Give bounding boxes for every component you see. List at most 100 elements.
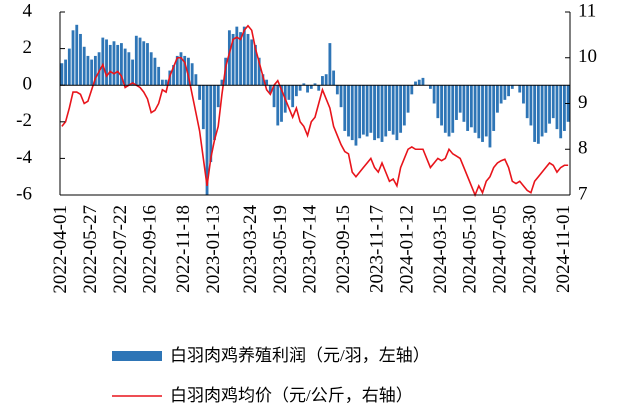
bar: [101, 37, 105, 86]
bar: [157, 66, 161, 86]
bar: [142, 41, 146, 86]
bar: [291, 85, 295, 108]
bar: [194, 74, 198, 86]
bar: [317, 85, 321, 91]
legend-swatch: [112, 351, 162, 361]
bar: [86, 55, 90, 86]
bar: [79, 33, 82, 86]
bar: [298, 85, 302, 91]
bar: [533, 85, 537, 142]
x-tick-label: 2024-11-01: [553, 205, 574, 293]
bar: [254, 44, 257, 86]
bar: [414, 81, 417, 86]
bar: [417, 79, 421, 86]
bar: [451, 85, 455, 133]
bar: [473, 85, 477, 133]
bar: [302, 83, 306, 86]
bar: [120, 43, 123, 86]
x-tick-label: 2022-04-01: [50, 205, 71, 294]
bar: [272, 85, 276, 108]
y2-tick-label: 11: [578, 0, 596, 21]
bar: [548, 85, 551, 124]
bar: [127, 52, 131, 86]
bar: [276, 85, 280, 126]
bar: [436, 85, 440, 119]
bar: [246, 33, 250, 86]
bar: [146, 43, 149, 86]
bar: [309, 85, 313, 89]
bar: [559, 85, 563, 139]
bar: [495, 85, 499, 113]
x-tick-label: 2023-03-24: [240, 205, 261, 294]
bar: [477, 85, 481, 139]
bar: [71, 30, 75, 86]
bar: [242, 26, 246, 86]
y-tick-label: 4: [23, 0, 33, 21]
bar: [82, 46, 86, 86]
x-tick-label: 2022-05-27: [80, 205, 101, 294]
bar: [216, 85, 220, 108]
bar: [250, 39, 254, 86]
bar: [123, 48, 127, 86]
x-tick-label: 2023-01-13: [203, 205, 224, 294]
bar: [410, 85, 414, 95]
bar: [525, 85, 529, 119]
x-tick-label: 2023-07-14: [300, 205, 321, 294]
bar: [209, 85, 213, 163]
x-tick-label: 2023-09-15: [333, 205, 354, 294]
bar: [373, 85, 376, 141]
bar: [481, 85, 484, 142]
bar: [466, 85, 470, 131]
bar: [540, 85, 544, 137]
bar: [563, 85, 566, 131]
bar: [190, 63, 194, 86]
bar: [510, 85, 514, 89]
bar: [369, 85, 373, 133]
bar: [492, 85, 496, 131]
y2-tick-label: 7: [578, 183, 588, 204]
bar: [60, 63, 64, 86]
bar: [265, 79, 269, 86]
bar: [201, 85, 205, 130]
x-tick-label: 2024-03-15: [430, 205, 451, 294]
bar: [488, 85, 492, 148]
bar: [347, 85, 350, 137]
bar: [361, 85, 365, 135]
bar: [321, 76, 324, 86]
price-line: [61, 24, 569, 198]
bar: [205, 85, 209, 195]
bar: [406, 85, 410, 113]
y2-tick-label: 8: [578, 138, 588, 159]
bar: [339, 85, 343, 108]
bar: [187, 57, 190, 86]
bar: [421, 77, 425, 86]
bar: [507, 85, 510, 97]
bar: [388, 85, 391, 131]
bar: [544, 85, 548, 133]
bar: [499, 85, 503, 104]
y-tick-label: 0: [23, 74, 33, 95]
bar: [447, 85, 451, 137]
bar: [97, 52, 101, 86]
bar: [432, 85, 436, 104]
bar: [522, 85, 525, 104]
bar: [399, 85, 403, 133]
y2-tick-label: 9: [578, 92, 588, 113]
bar: [365, 85, 369, 137]
bar: [536, 85, 540, 144]
bar: [395, 85, 399, 141]
bar: [220, 79, 224, 86]
bar: [324, 74, 328, 86]
bar: [149, 52, 153, 86]
y-tick-label: -2: [16, 110, 32, 131]
bar: [313, 83, 317, 86]
x-tick-label: 2024-05-10: [460, 205, 481, 294]
bar: [175, 55, 179, 86]
bar: [160, 79, 164, 86]
bar: [268, 85, 272, 93]
bar: [112, 41, 116, 86]
bar: [164, 79, 168, 86]
bar: [551, 85, 555, 119]
x-tick-label: 2022-11-18: [173, 205, 194, 293]
